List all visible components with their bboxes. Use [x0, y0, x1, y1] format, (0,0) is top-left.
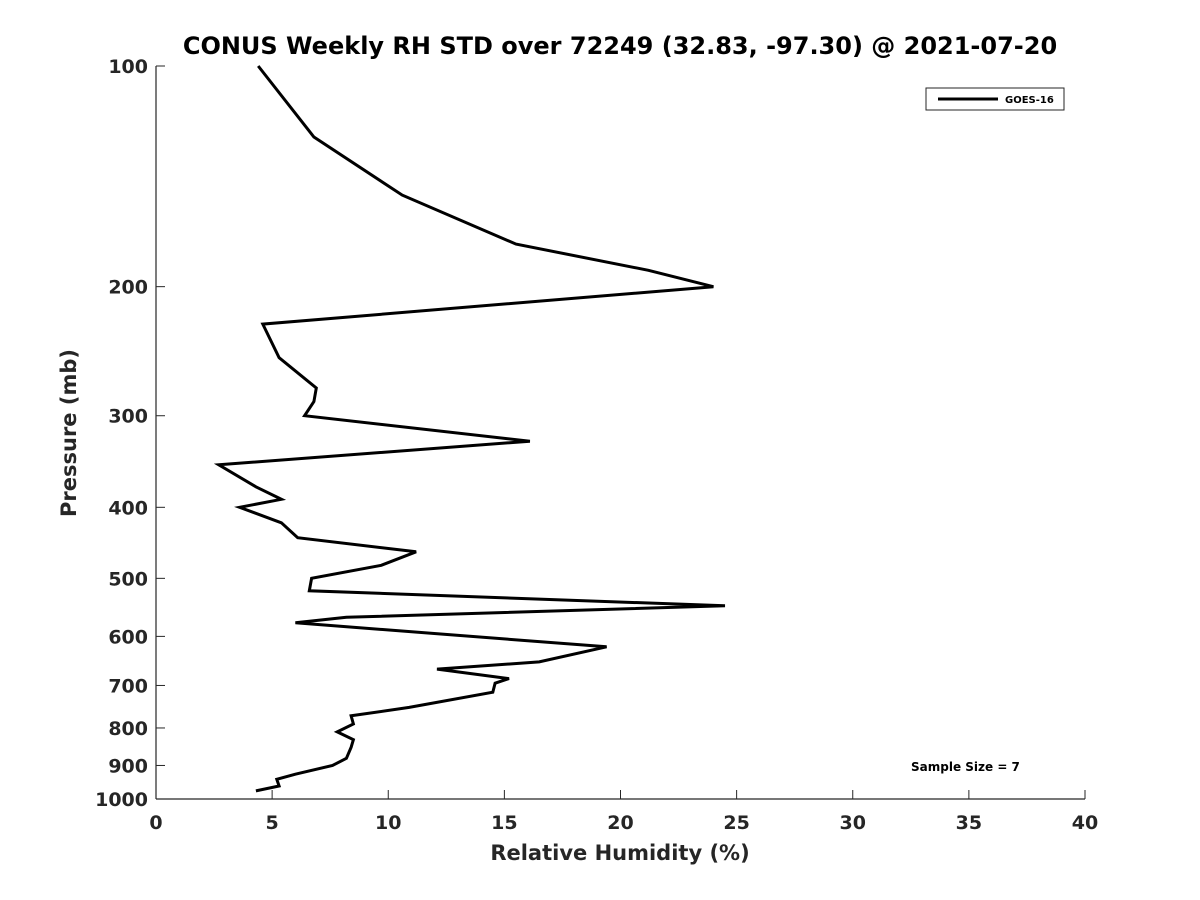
x-axis-ticks: 0 5 10 15 20 25 30 35 40 — [149, 790, 1098, 834]
y-tick-label: 900 — [108, 755, 148, 777]
x-tick-label: 40 — [1072, 812, 1098, 834]
y-tick-label: 700 — [108, 675, 148, 697]
legend-label-goes-16: GOES-16 — [1005, 95, 1054, 106]
y-tick-label: 200 — [108, 277, 148, 299]
x-tick-label: 5 — [266, 812, 279, 834]
y-tick-label: 600 — [108, 626, 148, 648]
x-axis-label: Relative Humidity (%) — [490, 841, 749, 865]
x-tick-label: 25 — [723, 812, 749, 834]
legend: GOES-16 — [925, 87, 1065, 111]
y-tick-label: 1000 — [95, 789, 148, 811]
y-axis-label: Pressure (mb) — [57, 349, 81, 517]
series-line-goes-16 — [213, 65, 726, 793]
y-axis-ticks: 100 200 300 400 500 600 700 800 900 1000 — [95, 56, 165, 811]
y-tick-label: 400 — [108, 497, 148, 519]
chart-title: CONUS Weekly RH STD over 72249 (32.83, -… — [183, 32, 1057, 60]
plot-area — [155, 66, 1085, 800]
y-tick-label: 800 — [108, 718, 148, 740]
series-layer — [213, 65, 726, 793]
y-tick-label: 500 — [108, 568, 148, 590]
y-tick-label: 300 — [108, 406, 148, 428]
x-tick-label: 30 — [840, 812, 866, 834]
y-tick-label: 100 — [108, 56, 148, 78]
x-tick-label: 10 — [375, 812, 401, 834]
x-tick-label: 0 — [149, 812, 162, 834]
sample-size-annotation: Sample Size = 7 — [911, 760, 1020, 774]
x-tick-label: 20 — [607, 812, 633, 834]
x-tick-label: 35 — [956, 812, 982, 834]
x-tick-label: 15 — [491, 812, 517, 834]
